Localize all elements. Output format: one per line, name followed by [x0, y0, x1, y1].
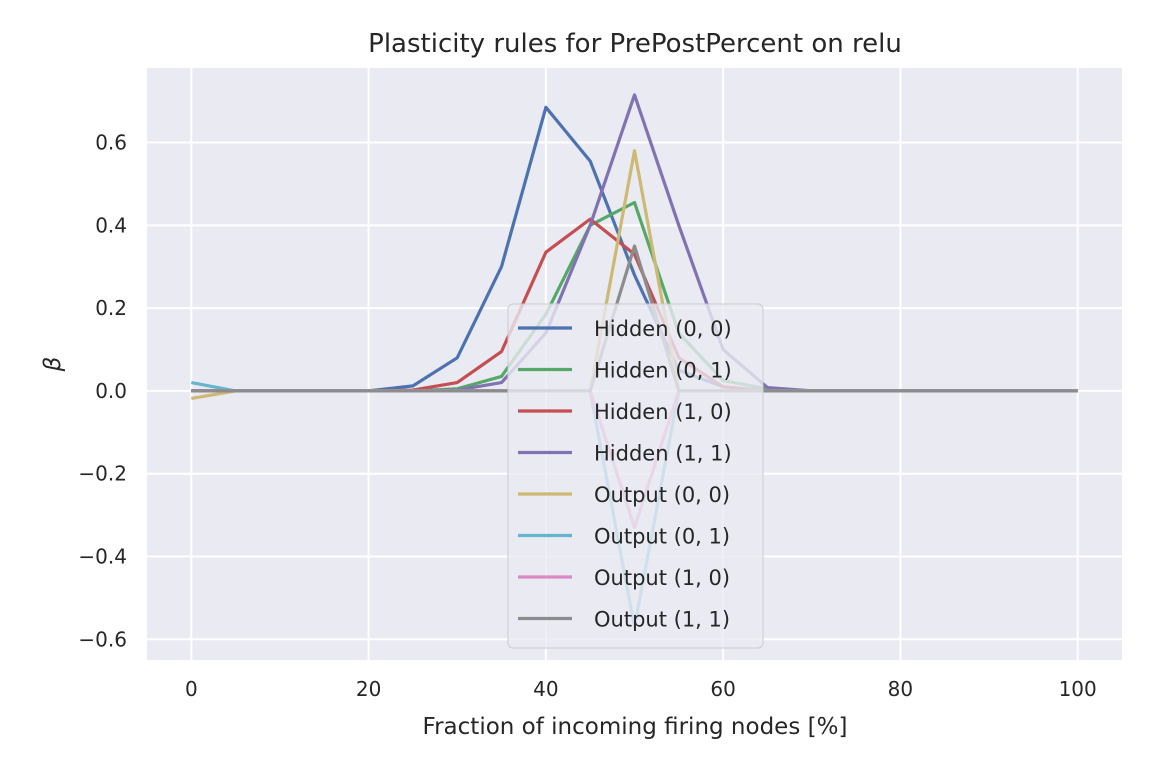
legend-label: Output (1, 0)	[594, 566, 730, 590]
y-tick-label: 0.0	[95, 379, 127, 403]
y-tick-label: −0.6	[78, 627, 127, 651]
chart-title: Plasticity rules for PrePostPercent on r…	[368, 29, 902, 59]
x-tick-label: 100	[1059, 677, 1097, 701]
legend: Hidden (0, 0) Hidden (0, 1) Hidden (1, 0) H…	[507, 303, 764, 649]
y-axis-label: β	[40, 357, 66, 373]
y-tick-label: 0.2	[95, 296, 127, 320]
legend-label: Output (1, 1)	[594, 608, 730, 632]
y-tick-label: −0.2	[78, 462, 127, 486]
legend-label: Hidden (1, 1)	[594, 442, 732, 466]
x-tick-label: 0	[185, 677, 198, 701]
y-tick-labels: −0.6 −0.4 −0.2 0.0 0.2 0.4 0.6	[78, 131, 127, 652]
y-tick-label: −0.4	[78, 545, 127, 569]
legend-label: Output (0, 0)	[594, 483, 730, 507]
x-axis-label: Fraction of incoming firing nodes [%]	[423, 714, 848, 740]
legend-label: Hidden (0, 1)	[594, 359, 732, 383]
x-tick-label: 80	[888, 677, 913, 701]
legend-label: Output (0, 1)	[594, 525, 730, 549]
legend-box	[507, 303, 764, 649]
series-line-7	[191, 244, 1078, 393]
x-tick-label: 20	[356, 677, 381, 701]
y-tick-label: 0.4	[95, 213, 127, 237]
legend-label: Hidden (1, 0)	[594, 400, 732, 424]
legend-label: Hidden (0, 0)	[594, 317, 732, 341]
y-tick-label: 0.6	[95, 131, 127, 155]
x-tick-label: 60	[710, 677, 735, 701]
x-tick-labels: 0 20 40 60 80 100	[185, 677, 1097, 701]
x-tick-label: 40	[533, 677, 558, 701]
